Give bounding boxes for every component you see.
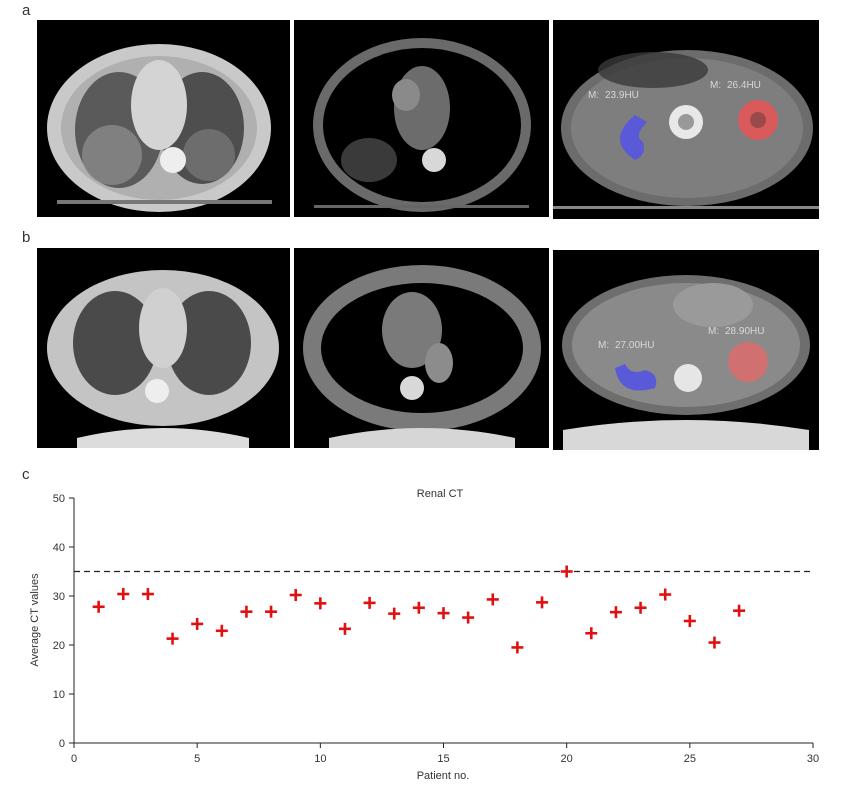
x-tick-label: 30 [807, 753, 819, 765]
y-tick-label: 10 [53, 689, 65, 701]
data-point [240, 605, 253, 618]
data-point [191, 617, 204, 630]
roi-a-right-value: 23.9HU [605, 90, 639, 101]
x-tick-label: 0 [71, 753, 77, 765]
roi-b-left-label: M: [708, 326, 719, 337]
data-point [437, 607, 450, 620]
data-point [683, 614, 696, 627]
data-point [536, 596, 549, 609]
ct-image-b-renal: M: 27.00HU M: 28.90HU [553, 250, 819, 450]
panel-label-c: c [22, 466, 30, 483]
data-point [289, 589, 302, 602]
data-point [462, 611, 475, 624]
y-tick-label: 30 [53, 591, 65, 603]
roi-right-kidney [620, 115, 647, 160]
data-point [412, 601, 425, 614]
data-point [560, 565, 573, 578]
roi-b-left-value: 28.90HU [725, 326, 764, 337]
chart-title: Renal CT [417, 488, 464, 500]
roi-b-right-kidney [615, 364, 657, 391]
data-point [733, 604, 746, 617]
ct-image-a-lung-window [37, 20, 290, 217]
data-point [634, 601, 647, 614]
y-tick-label: 40 [53, 542, 65, 554]
data-point [585, 627, 598, 640]
data-point [215, 624, 228, 637]
data-point [708, 636, 721, 649]
x-tick-label: 20 [561, 753, 573, 765]
data-point [338, 622, 351, 635]
roi-b-left-kidney [728, 342, 768, 382]
renal-ct-scatter-chart: 0 10 20 30 40 50 0 5 10 15 20 25 30 Renal CT Patient… [29, 488, 819, 782]
data-points [92, 565, 746, 654]
data-point [166, 632, 179, 645]
panel-label-a: a [22, 2, 31, 19]
data-point [609, 606, 622, 619]
data-point [388, 607, 401, 620]
ct-image-a-mediastinal-window [294, 20, 549, 217]
ct-image-a-renal: M: 23.9HU M: 26.4HU [553, 20, 819, 219]
data-point [314, 597, 327, 610]
x-axis-label: Patient no. [417, 770, 470, 782]
x-tick-label: 10 [314, 753, 326, 765]
x-tick-label: 25 [684, 753, 696, 765]
ct-image-b-lung-window [37, 248, 290, 448]
data-point [92, 600, 105, 613]
roi-a-left-label: M: [710, 80, 721, 91]
chart-axes: 0 10 20 30 40 50 0 5 10 15 20 25 30 [53, 493, 819, 765]
y-tick-label: 50 [53, 493, 65, 505]
data-point [265, 605, 278, 618]
y-axis-label: Average CT values [29, 573, 41, 667]
roi-a-left-value: 26.4HU [727, 80, 761, 91]
roi-b-right-label: M: [598, 340, 609, 351]
panel-label-b: b [22, 229, 31, 246]
y-tick-label: 20 [53, 640, 65, 652]
data-point [486, 593, 499, 606]
data-point [117, 588, 130, 601]
data-point [363, 596, 376, 609]
data-point [141, 588, 154, 601]
x-tick-label: 5 [194, 753, 200, 765]
roi-a-right-label: M: [588, 90, 599, 101]
data-point [659, 588, 672, 601]
data-point [511, 641, 524, 654]
y-tick-label: 0 [59, 738, 65, 750]
x-tick-label: 15 [437, 753, 449, 765]
roi-b-right-value: 27.00HU [615, 340, 654, 351]
ct-image-b-mediastinal-window [294, 248, 549, 448]
